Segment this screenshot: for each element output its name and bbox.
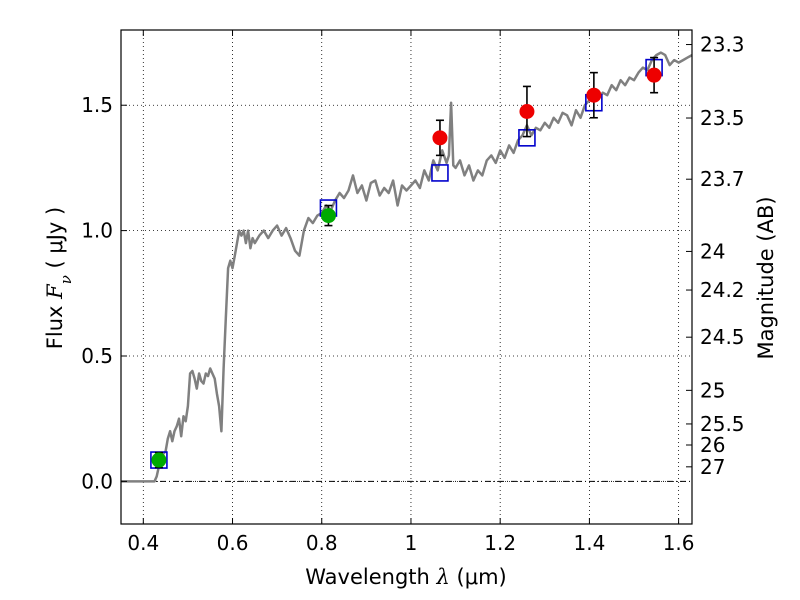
x-tick-label: 1.2 [484, 531, 516, 555]
synthetic-photometry-square [431, 164, 449, 182]
magnitude-tick-label: 27 [700, 455, 725, 479]
y-axis-label: Flux Fν ( μJy ) [43, 207, 75, 349]
y-tick-label: 1.5 [81, 93, 113, 117]
x-tick-label: 1.6 [663, 531, 695, 555]
observed-photometry-point [646, 67, 662, 83]
y-tick-label: 0.5 [81, 344, 113, 368]
x-axis-label-unit: (μm) [457, 565, 507, 589]
grid-lines [121, 30, 692, 524]
magnitude-tick-label: 25.5 [700, 412, 745, 436]
magnitude-tick-label: 24.5 [700, 325, 745, 349]
magnitude-tick-label: 26 [700, 433, 725, 457]
observed-photometry-point [320, 208, 336, 224]
y-tick-label: 1.0 [81, 219, 113, 243]
model-spectrum-line [121, 51, 693, 483]
magnitude-tick-label: 23.5 [700, 106, 745, 130]
y-axis-label-subscript: ν [57, 275, 75, 284]
x-tick-label: 0.4 [127, 531, 159, 555]
x-axis-label-symbol: λ [436, 565, 450, 589]
x-tick-label: 1 [405, 531, 418, 555]
observed-photometry-point [151, 452, 167, 468]
observed-photometry-point [432, 130, 448, 146]
y-axis-label-unit: ( μJy ) [43, 207, 67, 269]
observed-photometry-markers [151, 67, 662, 468]
y-axis-label-text: Flux [43, 306, 67, 350]
x-axis-label: Wavelength λ (μm) [305, 565, 506, 589]
observed-photometry-point [586, 87, 602, 103]
y-tick-label: 0.0 [81, 469, 113, 493]
magnitude-tick-label: 23.7 [700, 167, 745, 191]
y-axis-ticks: 0.0 0.5 1.0 1.5 [81, 93, 127, 493]
x-tick-label: 0.8 [306, 531, 338, 555]
magnitude-tick-label: 25 [700, 378, 725, 402]
plot-frame [120, 29, 693, 525]
observed-photometry-point [519, 103, 535, 119]
magnitude-tick-label: 24.2 [700, 278, 745, 302]
y-axis-label-symbol: F [43, 283, 67, 300]
x-tick-label: 0.6 [217, 531, 249, 555]
x-axis-label-text: Wavelength [305, 565, 430, 589]
synthetic-photometry-markers [150, 58, 663, 469]
magnitude-tick-label: 24 [700, 239, 725, 263]
magnitude-axis-label: Magnitude (AB) [754, 196, 778, 359]
magnitude-tick-label: 23.3 [700, 33, 745, 57]
x-tick-label: 1.4 [573, 531, 605, 555]
x-axis-ticks: 0.4 0.6 0.8 1 1.2 1.4 1.6 [127, 30, 695, 555]
